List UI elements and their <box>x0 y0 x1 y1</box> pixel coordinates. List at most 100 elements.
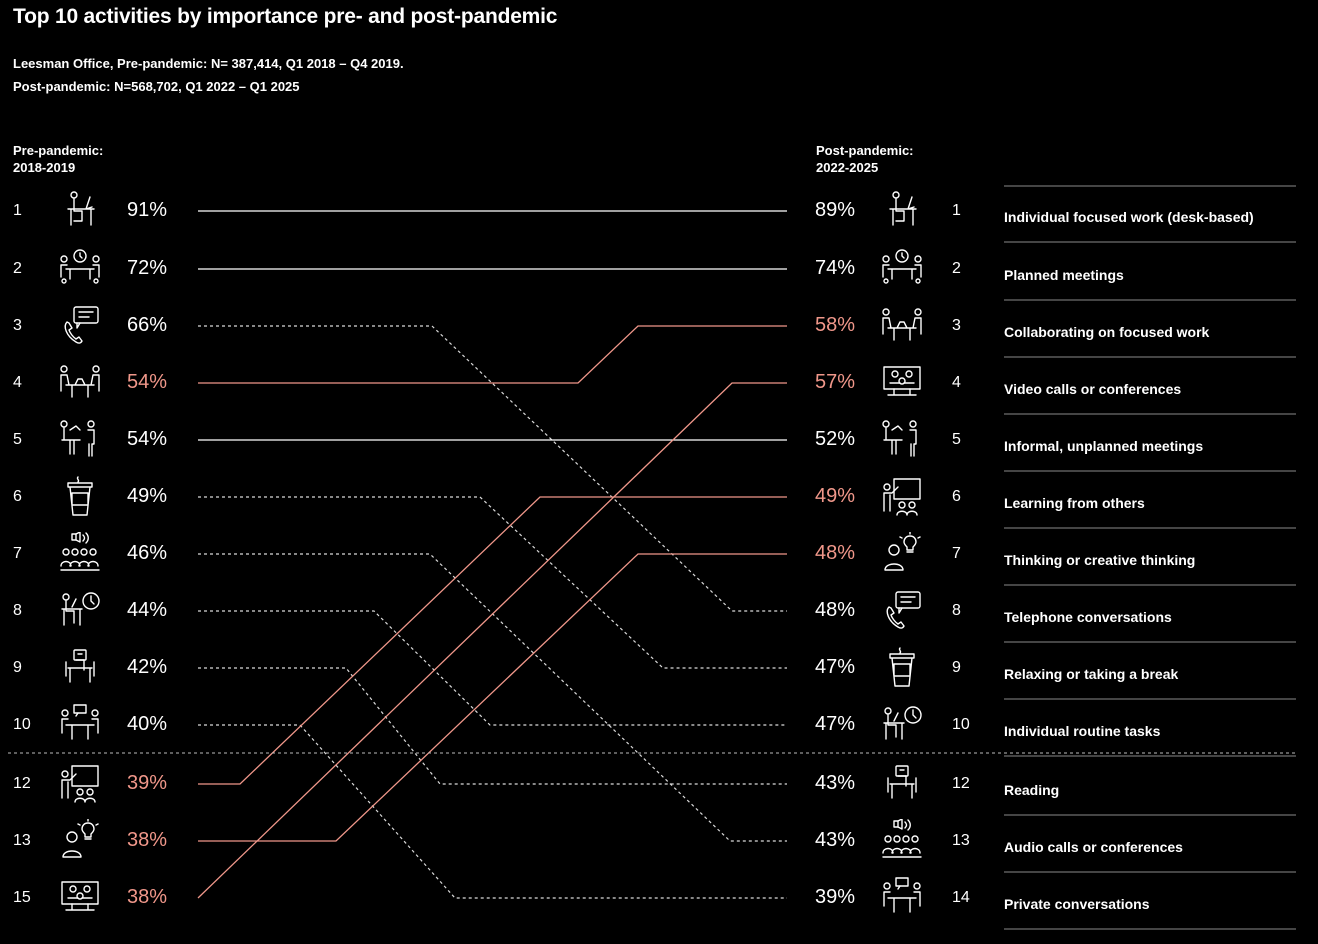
private-conversation-icon <box>880 876 924 920</box>
collaborating-icon <box>880 304 924 348</box>
left-pct: 72% <box>127 257 168 279</box>
connector-highlight <box>198 325 787 384</box>
right-pct: 48% <box>815 599 856 621</box>
reading-icon <box>880 762 924 806</box>
left-rank: 10 <box>13 716 31 733</box>
informal-meeting-icon <box>58 418 102 462</box>
activity-label: Individual focused work (desk-based) <box>1004 209 1254 225</box>
coffee-cup-icon <box>58 475 102 519</box>
right-rank: 12 <box>952 775 970 792</box>
informal-meeting-icon <box>880 418 924 462</box>
video-call-icon <box>58 876 102 920</box>
left-pct: 46% <box>127 542 168 564</box>
left-column-header: Pre-pandemic: 2018-2019 <box>13 142 103 176</box>
routine-task-icon <box>58 589 102 633</box>
connector-dashed <box>198 325 787 612</box>
activity-label: Learning from others <box>1004 495 1145 511</box>
left-header-line2: 2018-2019 <box>13 160 76 175</box>
left-rank: 3 <box>13 317 22 334</box>
right-rank: 8 <box>952 602 961 619</box>
right-pct: 58% <box>815 314 856 336</box>
left-pct: 42% <box>127 656 168 678</box>
chart-title: Top 10 activities by importance pre- and… <box>13 5 558 28</box>
activity-label: Reading <box>1004 782 1060 798</box>
connector-dashed <box>198 610 787 726</box>
subtitle-sample-post: Post-pandemic: N=568,702, Q1 2022 – Q1 2… <box>13 79 300 94</box>
connector-dashed <box>198 724 787 899</box>
activity-label: Informal, unplanned meetings <box>1004 438 1204 454</box>
planned-meeting-icon <box>58 247 102 291</box>
activity-label: Planned meetings <box>1004 267 1124 283</box>
subtitle-sample-pre: Leesman Office, Pre-pandemic: N= 387,414… <box>13 56 404 71</box>
left-rank: 9 <box>13 659 22 676</box>
left-rank: 7 <box>13 545 22 562</box>
connector-highlight <box>198 553 787 842</box>
right-pct: 47% <box>815 656 856 678</box>
right-pct: 52% <box>815 428 856 450</box>
video-call-icon <box>880 361 924 405</box>
collaborating-icon <box>58 361 102 405</box>
right-pct: 49% <box>815 485 856 507</box>
right-pct: 48% <box>815 542 856 564</box>
right-header-line1: Post-pandemic: <box>816 143 914 158</box>
right-pct: 43% <box>815 829 856 851</box>
left-pct: 38% <box>127 886 168 908</box>
right-pct: 89% <box>815 199 856 221</box>
left-header-line1: Pre-pandemic: <box>13 143 104 158</box>
learning-icon <box>880 475 924 519</box>
left-pct: 54% <box>127 371 168 393</box>
activity-label: Individual routine tasks <box>1004 723 1161 739</box>
activity-label: Video calls or conferences <box>1004 381 1182 397</box>
left-rank: 8 <box>13 602 22 619</box>
activity-label: Collaborating on focused work <box>1004 324 1210 340</box>
left-pct: 49% <box>127 485 168 507</box>
left-pct: 39% <box>127 772 168 794</box>
left-pct: 38% <box>127 829 168 851</box>
planned-meeting-icon <box>880 247 924 291</box>
right-rank: 1 <box>952 202 961 219</box>
left-rank: 15 <box>13 889 31 906</box>
right-rank: 9 <box>952 659 961 676</box>
activity-label: Audio calls or conferences <box>1004 839 1183 855</box>
activity-label: Telephone conversations <box>1004 609 1172 625</box>
right-column-header: Post-pandemic: 2022-2025 <box>816 142 914 176</box>
telephone-icon <box>880 589 924 633</box>
left-rank: 12 <box>13 775 31 792</box>
activity-label: Relaxing or taking a break <box>1004 666 1179 682</box>
left-rank: 1 <box>13 202 22 219</box>
left-pct: 44% <box>127 599 168 621</box>
connector-dashed <box>198 667 787 785</box>
right-rank: 7 <box>952 545 961 562</box>
right-rank: 10 <box>952 716 970 733</box>
right-pct: 47% <box>815 713 856 735</box>
activity-label: Thinking or creative thinking <box>1004 552 1196 568</box>
left-rank: 2 <box>13 260 22 277</box>
thinking-icon <box>58 818 102 863</box>
right-pct: 39% <box>815 886 856 908</box>
right-rank: 14 <box>952 889 970 906</box>
connector-highlight <box>197 382 787 899</box>
right-rank: 3 <box>952 317 961 334</box>
reading-icon <box>58 646 102 690</box>
right-rank: 13 <box>952 832 970 849</box>
desk-work-icon <box>880 189 924 233</box>
learning-icon <box>58 762 102 806</box>
activity-label: Private conversations <box>1004 896 1150 912</box>
right-rank: 4 <box>952 374 961 391</box>
right-pct: 74% <box>815 257 856 279</box>
left-pct: 54% <box>127 428 168 450</box>
right-rank: 6 <box>952 488 961 505</box>
connector-dashed <box>198 496 787 669</box>
audio-call-icon <box>880 818 924 863</box>
left-rank: 5 <box>13 431 22 448</box>
right-pct: 57% <box>815 371 856 393</box>
private-conversation-icon <box>58 703 102 747</box>
audio-call-icon <box>58 531 102 576</box>
right-rank: 5 <box>952 431 961 448</box>
left-pct: 40% <box>127 713 168 735</box>
left-rank: 13 <box>13 832 31 849</box>
connector-dashed <box>198 553 787 842</box>
right-header-line2: 2022-2025 <box>816 160 879 175</box>
connector-highlight <box>198 496 787 785</box>
